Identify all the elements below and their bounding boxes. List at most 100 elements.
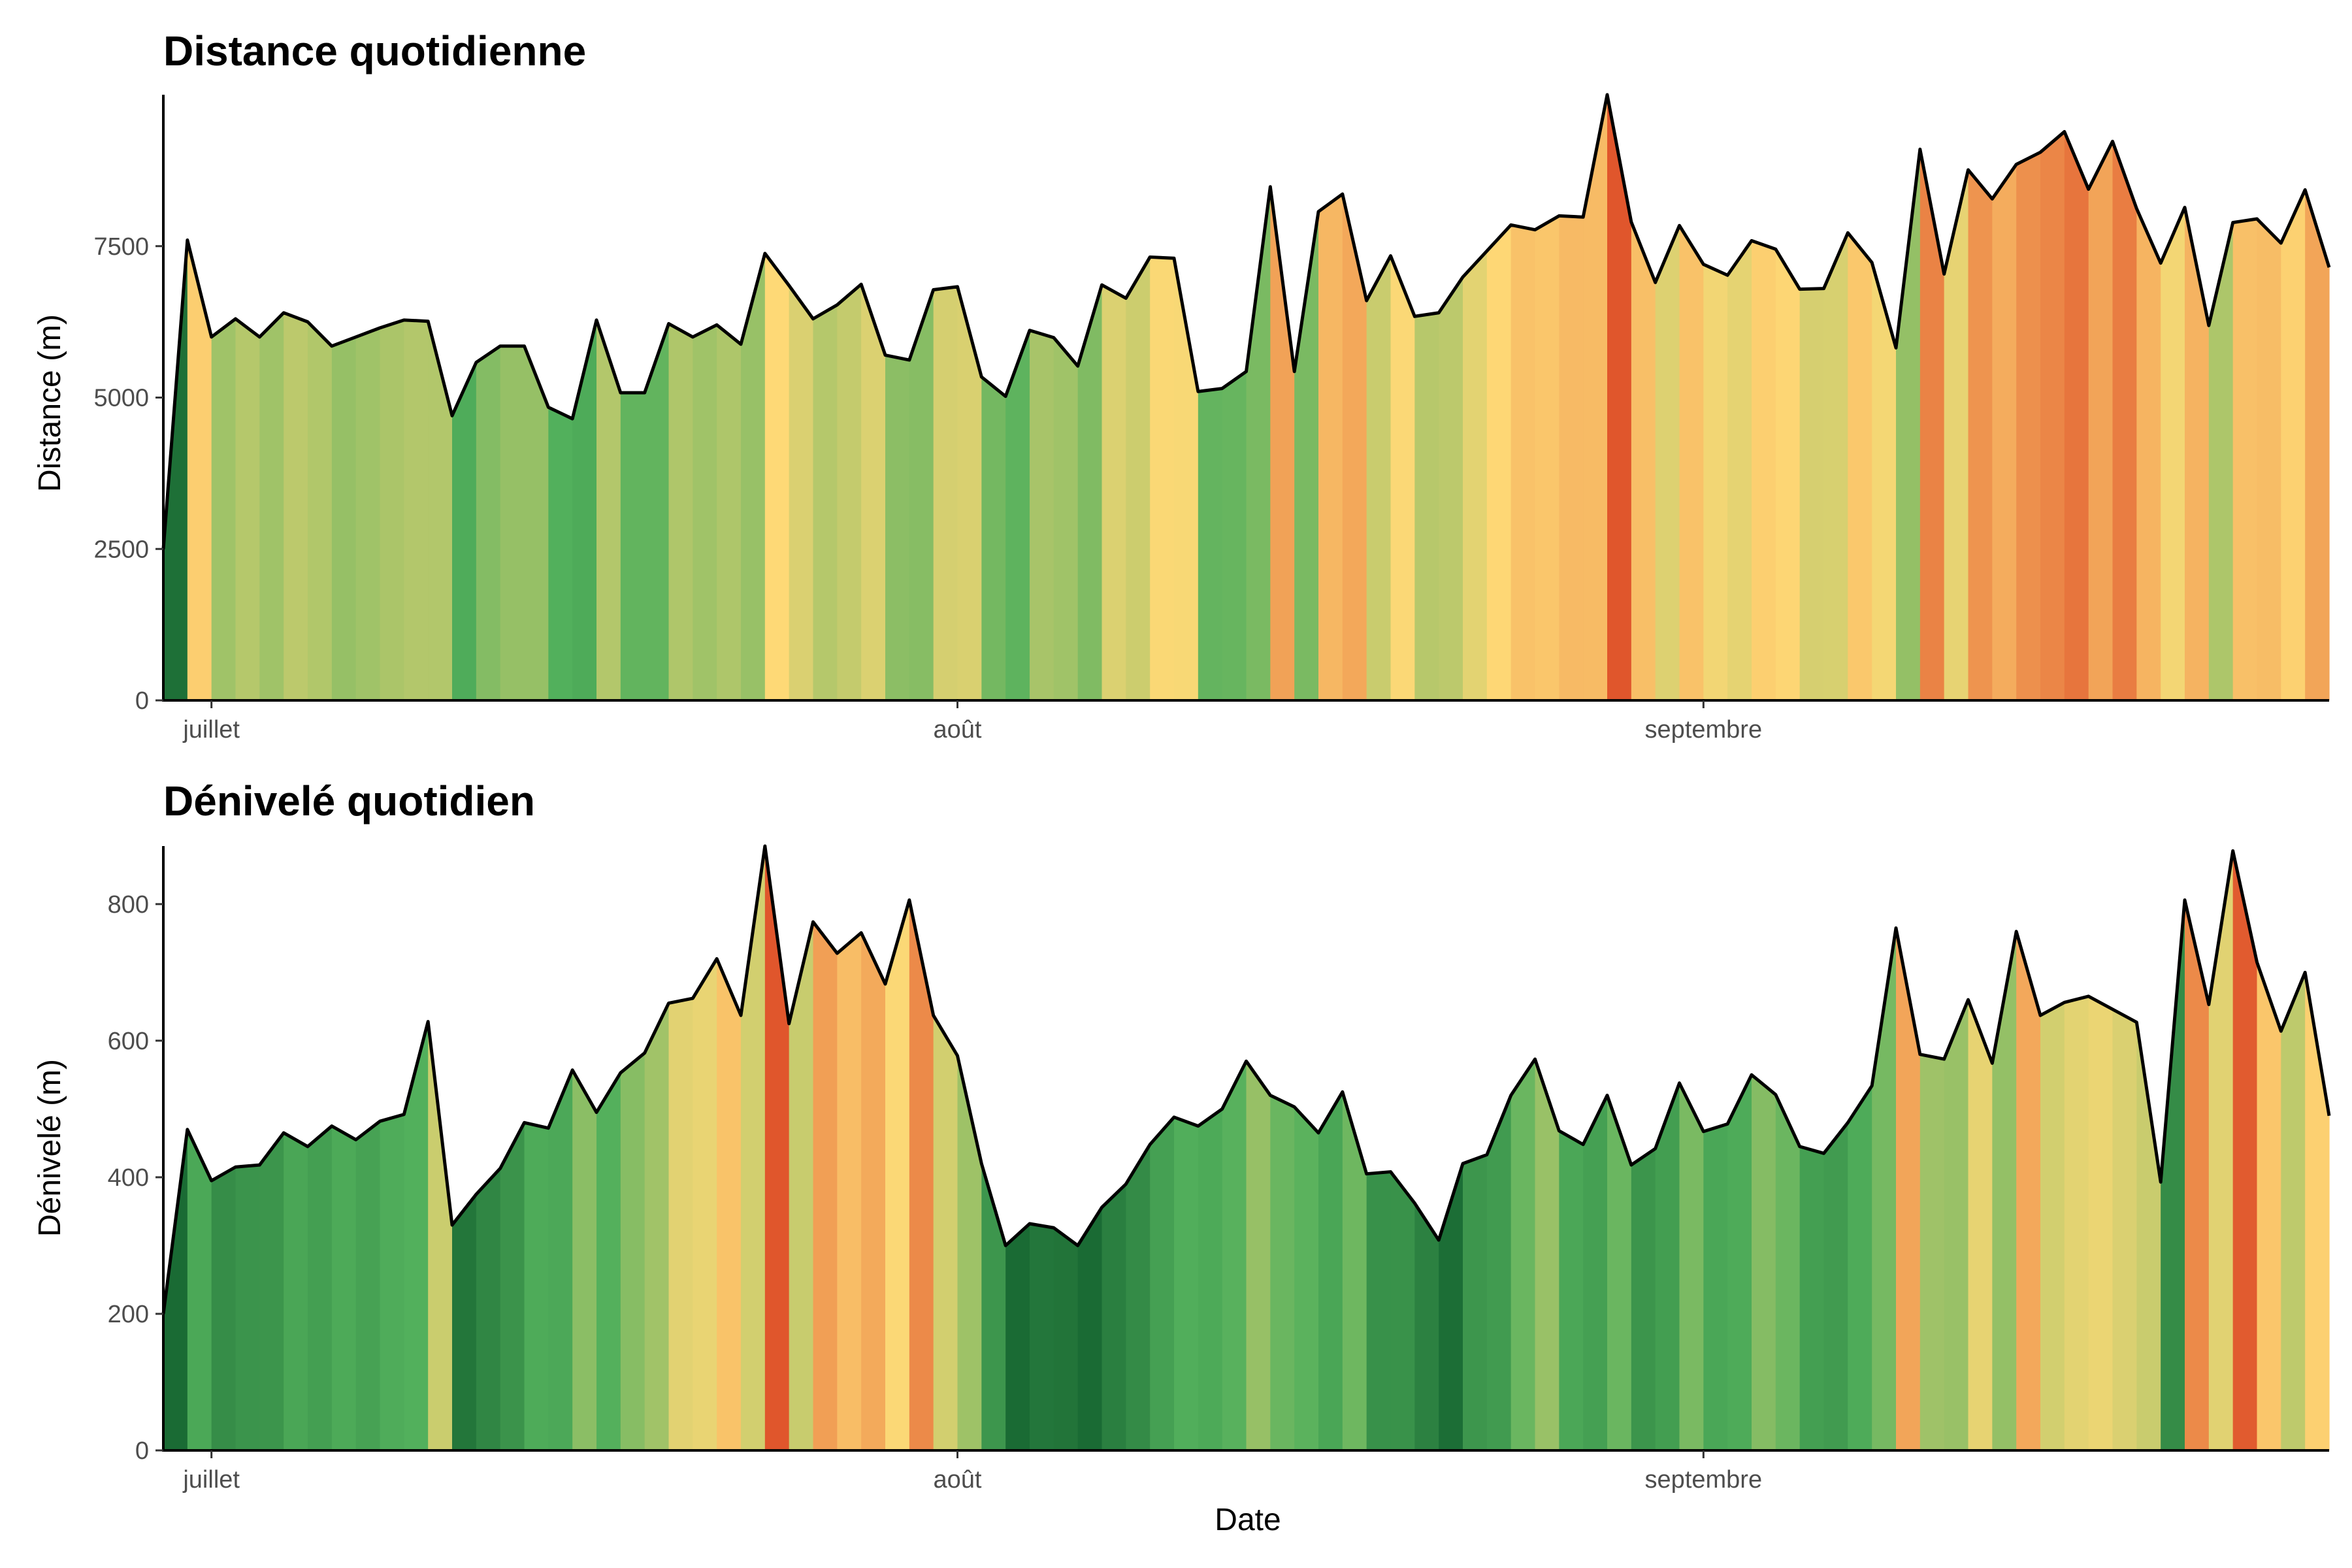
elevation-day-bar [1968, 1000, 1993, 1450]
elevation-day-bar [885, 900, 910, 1450]
elevation-day-bar [163, 1129, 188, 1450]
distance-outline [161, 93, 2331, 549]
elevation-y-tick-label: 600 [108, 1028, 149, 1055]
distance-chart-title: Distance quotidienne [163, 27, 586, 74]
elevation-day-bar [476, 1168, 501, 1450]
distance-day-bar [2208, 222, 2234, 700]
distance-day-bar [1511, 225, 1536, 700]
distance-panel: Distance quotidienne Distance (m) 0 2500 5… [33, 27, 2331, 743]
distance-day-bar [1390, 255, 1415, 700]
elevation-bars [163, 846, 2330, 1450]
elevation-day-bar [380, 1114, 404, 1450]
distance-day-bar [1799, 288, 1825, 700]
elevation-day-bar [1126, 1144, 1151, 1450]
elevation-day-bar [693, 958, 717, 1450]
distance-day-bar [2088, 141, 2114, 700]
distance-day-bar [404, 319, 429, 700]
distance-day-bar [1703, 264, 1728, 700]
distance-day-bar [1896, 149, 1921, 700]
elevation-x-ticks: juillet août septembre [182, 1450, 1762, 1494]
elevation-day-bar [1944, 1000, 1969, 1450]
elevation-day-bar [861, 932, 886, 1450]
distance-day-bar [572, 319, 597, 700]
elevation-day-bar [1005, 1223, 1030, 1450]
distance-day-bar [2064, 131, 2089, 700]
distance-day-bar [837, 284, 862, 700]
elevation-day-bar [813, 922, 838, 1450]
distance-y-ticks: 0 2500 5000 7500 [93, 233, 163, 715]
distance-day-bar [1222, 371, 1247, 700]
distance-day-bar [2016, 152, 2041, 700]
elevation-day-bar [1535, 1059, 1560, 1450]
distance-day-bar [1968, 169, 1993, 700]
distance-day-bar [1439, 277, 1463, 701]
elevation-day-bar [1342, 1092, 1367, 1450]
distance-day-bar [1559, 216, 1584, 700]
distance-day-bar [717, 325, 742, 700]
elevation-y-ticks: 0 200 400 600 800 [108, 891, 163, 1465]
distance-day-bar [1583, 95, 1608, 700]
distance-day-bar [789, 286, 814, 700]
distance-day-bar [1486, 225, 1512, 700]
distance-day-bar [163, 240, 188, 701]
elevation-day-bar [452, 1194, 477, 1450]
elevation-day-bar [1848, 1085, 1872, 1450]
distance-bars [163, 95, 2330, 701]
elevation-day-bar [1486, 1095, 1512, 1450]
distance-day-bar [1848, 233, 1872, 701]
elevation-day-bar [2257, 962, 2281, 1450]
distance-day-bar [861, 284, 886, 700]
distance-y-tick-label: 7500 [93, 233, 149, 261]
elevation-day-bar [1511, 1059, 1536, 1450]
distance-x-tick-label: août [934, 716, 982, 743]
elevation-day-bar [1583, 1095, 1608, 1450]
distance-day-bar [1126, 257, 1151, 700]
elevation-day-bar [2136, 1022, 2161, 1450]
distance-day-bar [476, 346, 501, 700]
elevation-day-bar [933, 1015, 958, 1450]
distance-y-tick-label: 2500 [93, 536, 149, 563]
elevation-day-bar [1222, 1061, 1247, 1450]
elevation-day-bar [957, 1055, 982, 1450]
elevation-day-bar [524, 1122, 549, 1450]
elevation-day-bar [284, 1132, 308, 1450]
elevation-day-bar [331, 1126, 357, 1450]
x-axis-label: Date [1215, 1503, 1281, 1537]
elevation-day-bar [211, 1167, 237, 1450]
distance-day-bar [1318, 194, 1343, 700]
distance-day-bar [428, 321, 453, 700]
elevation-day-bar [1631, 1149, 1656, 1450]
distance-day-bar [1535, 216, 1560, 700]
elevation-day-bar [644, 1003, 670, 1450]
elevation-day-bar [1992, 931, 2017, 1450]
elevation-day-bar [1366, 1171, 1392, 1450]
elevation-day-bar [1775, 1094, 1801, 1450]
elevation-day-bar [1150, 1117, 1175, 1450]
elevation-day-bar [668, 998, 693, 1450]
elevation-day-bar [1246, 1061, 1271, 1450]
elevation-day-bar [235, 1165, 260, 1450]
distance-day-bar [331, 336, 357, 700]
elevation-day-bar [1727, 1075, 1752, 1450]
elevation-series-line [161, 844, 2331, 1315]
distance-day-bar [1655, 225, 1680, 700]
elevation-day-bar [2016, 931, 2041, 1450]
distance-day-bar [259, 312, 284, 701]
distance-y-tick-label: 5000 [93, 385, 149, 412]
elevation-day-bar [1559, 1130, 1584, 1450]
distance-x-ticks: juillet août septembre [182, 700, 1762, 743]
elevation-day-bar [548, 1070, 573, 1450]
distance-day-bar [693, 325, 717, 700]
elevation-day-bar [1799, 1146, 1825, 1450]
elevation-day-bar [1414, 1203, 1439, 1450]
elevation-day-bar [1679, 1083, 1704, 1450]
elevation-x-tick-label: juillet [182, 1466, 240, 1494]
distance-day-bar [1463, 251, 1488, 700]
elevation-day-bar [741, 846, 766, 1450]
elevation-day-bar [981, 1164, 1006, 1450]
distance-day-bar [2161, 207, 2185, 700]
distance-day-bar [1150, 257, 1175, 700]
distance-day-bar [1631, 221, 1656, 700]
elevation-day-bar [1053, 1228, 1079, 1450]
distance-day-bar [981, 376, 1006, 700]
